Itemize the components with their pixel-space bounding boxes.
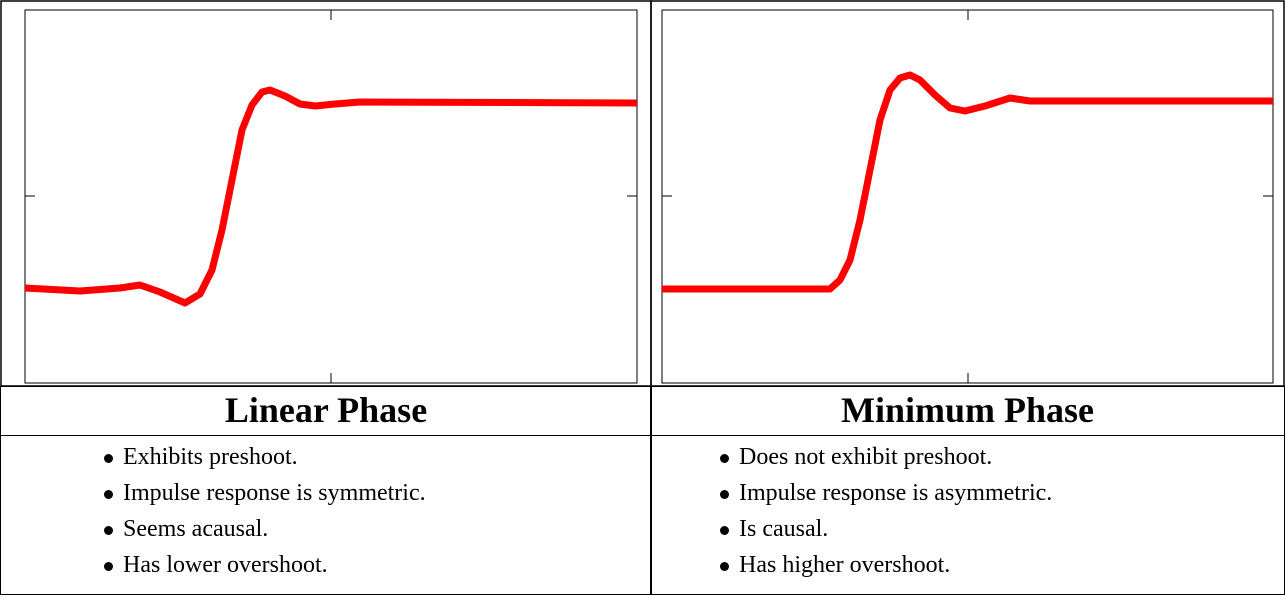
plot-right [661,9,1274,384]
bullet-dot [104,490,113,499]
bullet-cell: Does not exhibit preshoot. Impulse respon… [650,435,1285,595]
title-cell: Linear Phase [0,386,652,436]
cell-border [0,0,652,387]
bullet-text: Impulse response is symmetric. [123,480,426,506]
plot-frame [24,9,638,384]
bullet-dot [104,454,113,463]
step-response [24,86,638,307]
bullet-text: Has lower overshoot. [123,552,328,578]
column-title: Minimum Phase [840,390,1094,430]
plot-frame [661,9,1274,384]
column-title: Linear Phase [224,390,428,430]
title-cell: Minimum Phase [650,386,1285,436]
bullet-text: Has higher overshoot. [739,552,951,578]
step-response [662,71,1273,293]
bullet-dot [720,490,729,499]
plot-left [24,9,638,384]
bullet-text: Seems acausal. [123,516,269,542]
bullet-text: Impulse response is asymmetric. [739,480,1053,506]
bullet-text: Does not exhibit preshoot. [739,444,993,470]
bullet-dot [720,526,729,535]
bullet-text: Exhibits preshoot. [123,444,298,470]
bullet-dot [720,454,729,463]
plots [0,0,1285,387]
bullet-dot [720,562,729,571]
bullet-dot [104,562,113,571]
bullet-dot [104,526,113,535]
cell-border [650,0,1285,387]
bullet-text: Is causal. [739,516,829,542]
bullet-cell: Exhibits preshoot. Impulse response is sy… [0,435,652,595]
